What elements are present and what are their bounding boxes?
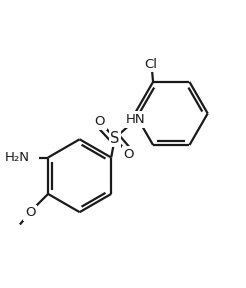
Text: H₂N: H₂N [4,151,29,164]
Text: HN: HN [126,113,146,126]
Text: S: S [110,131,120,146]
Text: Cl: Cl [144,58,157,71]
Text: O: O [124,148,134,161]
Text: O: O [94,115,105,128]
Text: O: O [25,206,36,219]
